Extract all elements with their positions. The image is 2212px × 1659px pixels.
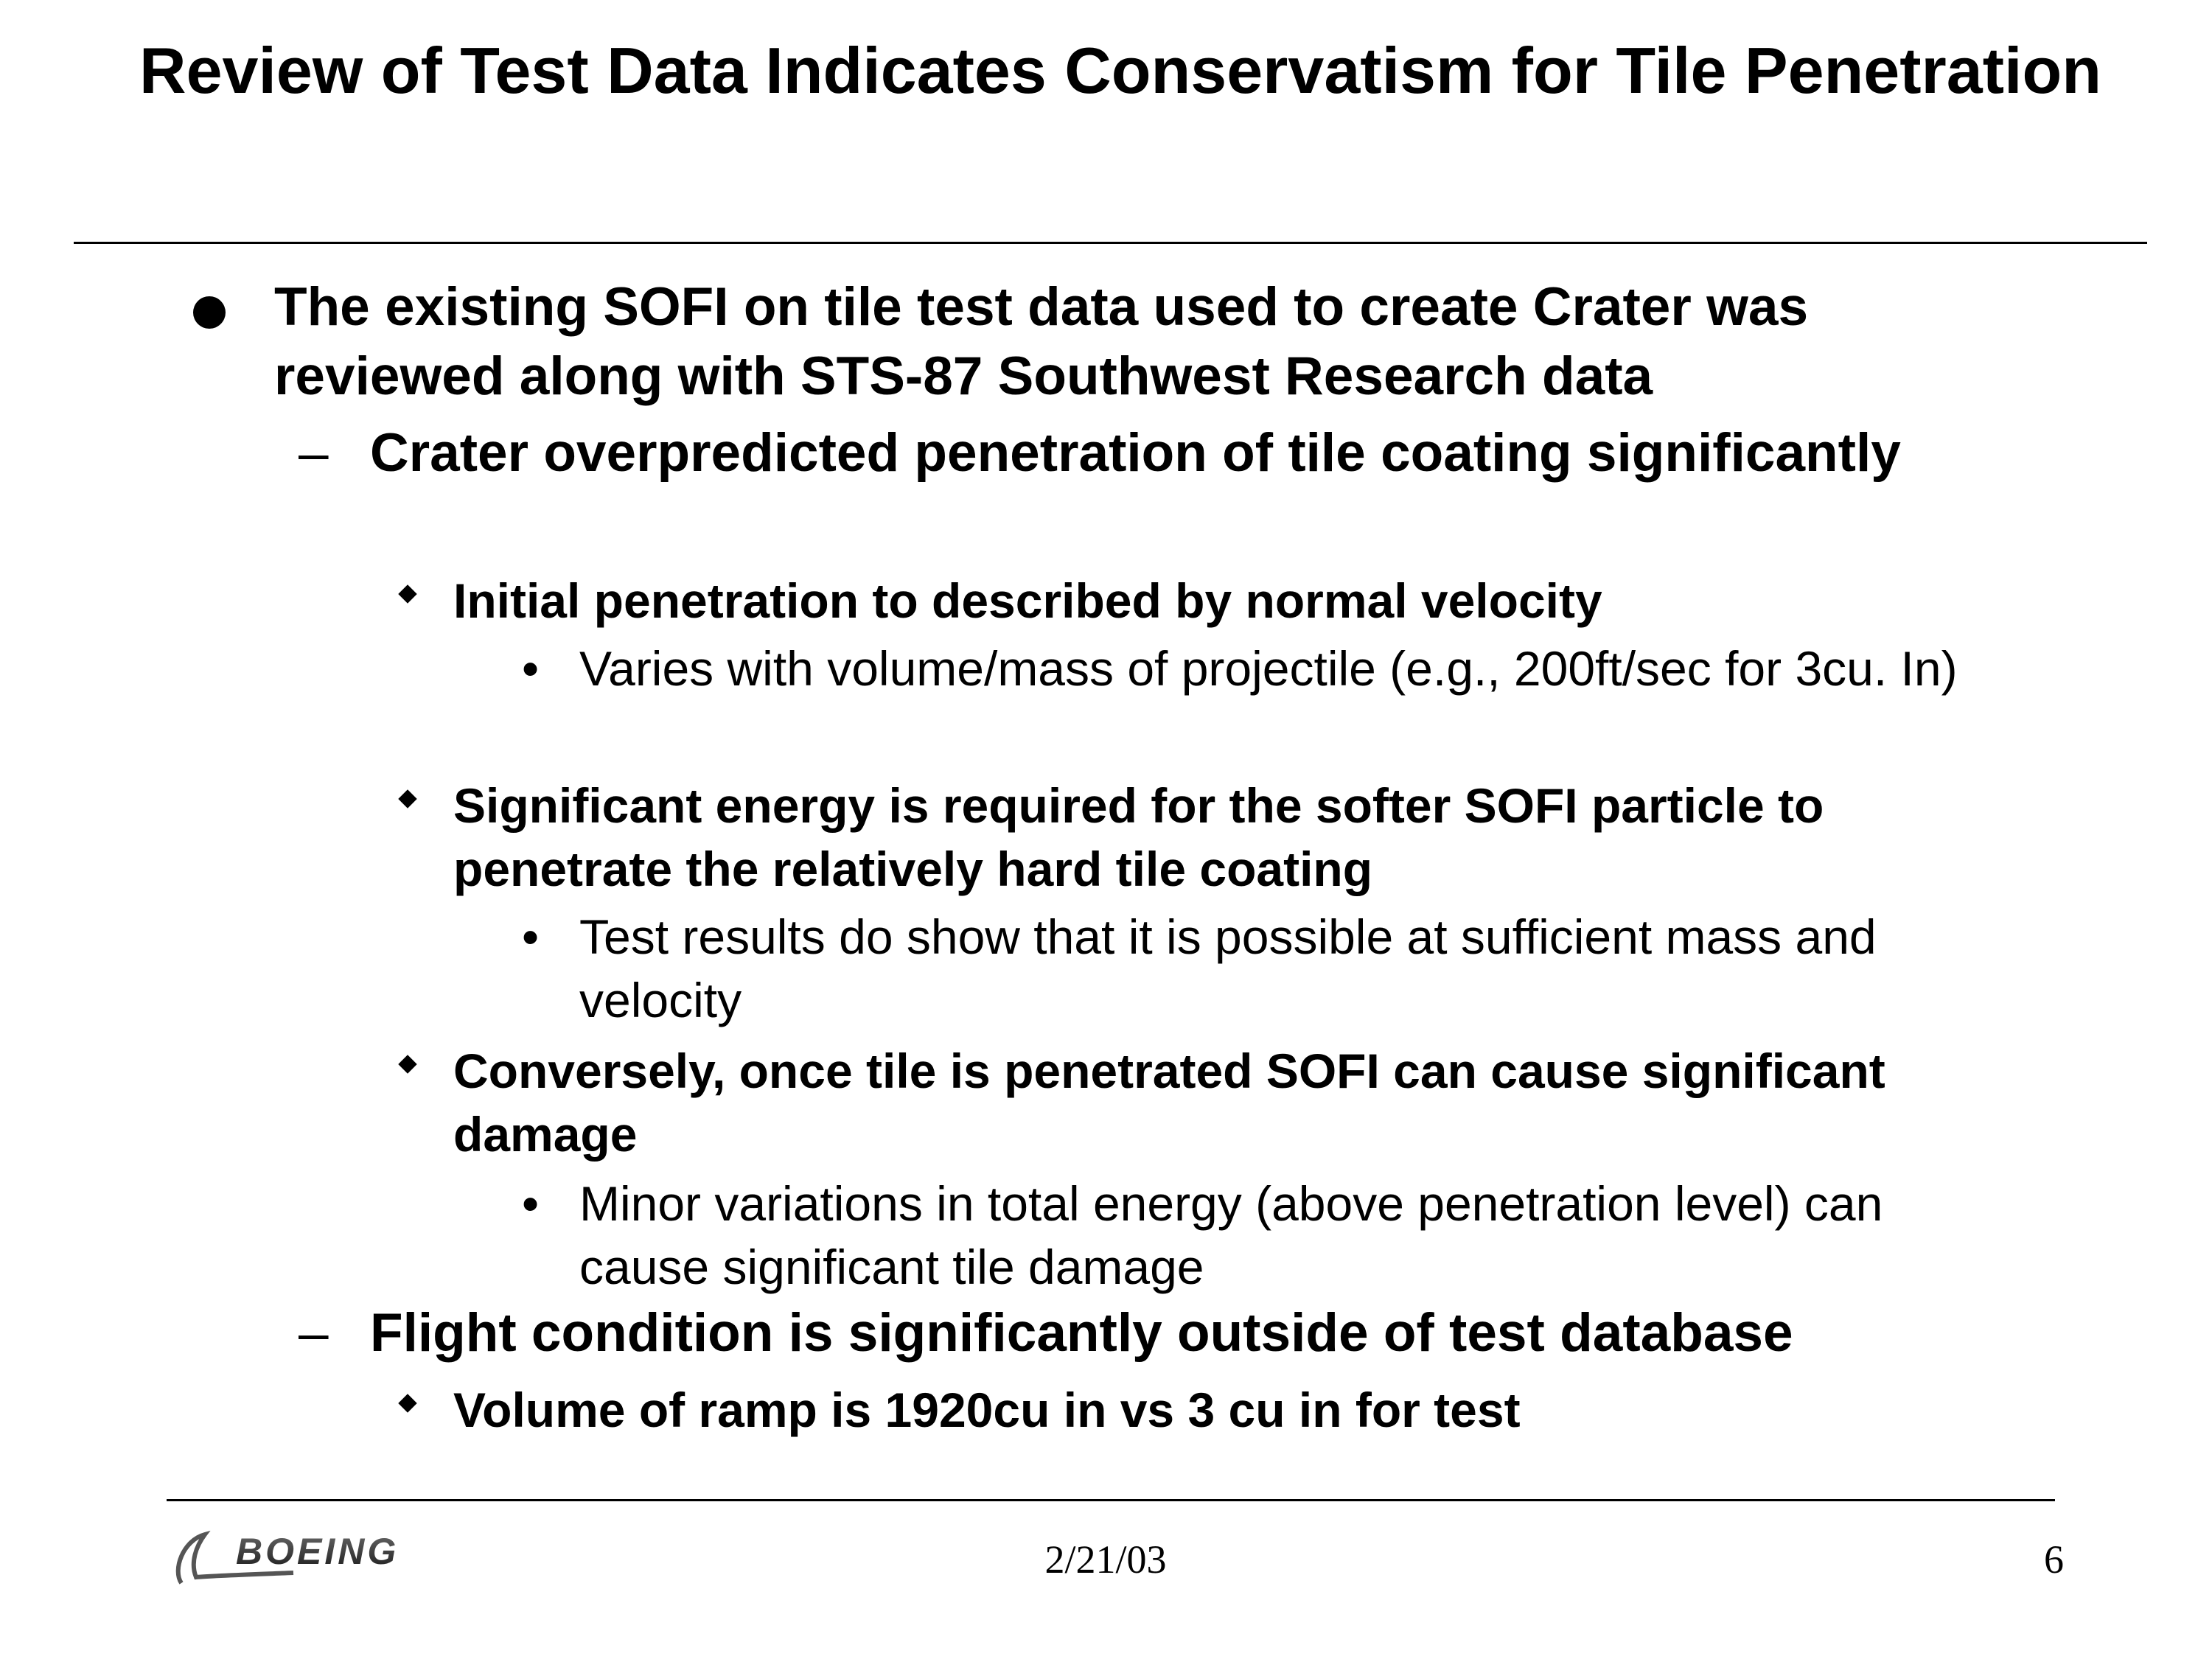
bullet-text: Crater overpredicted penetration of tile… xyxy=(370,423,1901,483)
bullet-text: Initial penetration to described by norm… xyxy=(453,573,1602,628)
bullet-text: Conversely, once tile is penetrated SOFI… xyxy=(453,1044,1885,1162)
bullet-text: Test results do show that it is possible… xyxy=(579,909,1877,1027)
slide-date: 2/21/03 xyxy=(1044,1537,1167,1582)
diamond-bullet-icon xyxy=(398,584,417,604)
bullet-text: Flight condition is significantly outsid… xyxy=(370,1303,1793,1363)
logo-wordmark: BOEING xyxy=(236,1531,399,1572)
bullet-text: Minor variations in total energy (above … xyxy=(579,1176,1883,1294)
bullet-text: Varies with volume/mass of projectile (e… xyxy=(579,641,1958,696)
dot-marker: • xyxy=(522,641,540,696)
title-divider xyxy=(74,242,2147,244)
bullet-text: Significant energy is required for the s… xyxy=(453,778,1824,896)
dot-marker: • xyxy=(522,909,540,964)
dot-marker: • xyxy=(522,1176,540,1231)
bullet-text: The existing SOFI on tile test data used… xyxy=(274,277,1809,406)
round-bullet-icon xyxy=(193,296,226,329)
footer-divider xyxy=(167,1499,2055,1501)
boeing-logo: BOEING xyxy=(175,1530,399,1585)
diamond-bullet-icon xyxy=(398,1394,417,1413)
diamond-bullet-icon xyxy=(398,789,417,808)
dash-marker: – xyxy=(299,423,329,483)
dash-marker: – xyxy=(299,1303,329,1363)
page-number: 6 xyxy=(2044,1537,2064,1582)
bullet-text: Volume of ramp is 1920cu in vs 3 cu in f… xyxy=(453,1383,1521,1437)
slide-title: Review of Test Data Indicates Conservati… xyxy=(139,34,2101,107)
diamond-bullet-icon xyxy=(398,1055,417,1074)
